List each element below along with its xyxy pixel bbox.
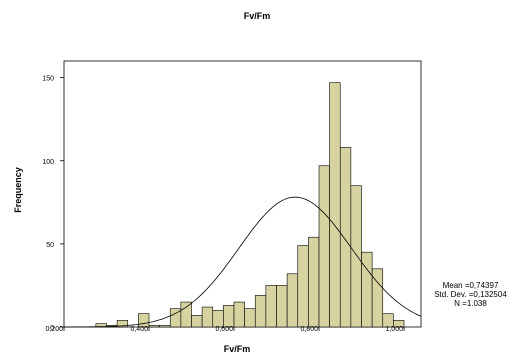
plot-area: 0 50 100 150 0,200 0,400 0,600 0,800 1,000	[42, 60, 422, 333]
histogram-bar	[244, 308, 256, 328]
x-axis-label: Fv/Fm	[224, 344, 251, 354]
chart-title: Fv/Fm	[244, 11, 271, 21]
histogram-bar	[297, 245, 309, 328]
histogram-bar	[361, 251, 373, 328]
normal-curve	[64, 196, 422, 328]
mean-stat: Mean =0,74397	[442, 281, 499, 290]
histogram-bar	[382, 313, 394, 328]
histogram-bar	[276, 285, 288, 328]
histogram-bar	[254, 295, 267, 328]
stats-box: Mean =0,74397 Std. Dev. =0,132504 N =1.0…	[428, 281, 513, 308]
y-tick-label: 50	[46, 242, 54, 249]
histogram-bar	[233, 301, 245, 328]
histogram-bar	[201, 306, 214, 328]
y-tick-label: 100	[42, 159, 54, 166]
sd-stat: Std. Dev. =0,132504	[434, 290, 507, 299]
histogram-bar	[148, 325, 160, 328]
histogram-bar	[393, 320, 405, 328]
x-tick-label: 1,000	[385, 326, 403, 333]
y-tick-label: 0	[50, 325, 54, 332]
histogram-bar	[159, 325, 171, 328]
x-tick-label: 0,600	[215, 326, 233, 333]
histogram-bar	[138, 313, 150, 328]
histogram-bar	[318, 165, 330, 328]
histogram-bar	[223, 305, 235, 328]
histogram-bar	[329, 82, 341, 328]
y-tick-label: 150	[42, 76, 54, 83]
y-axis-label: Frequency	[13, 167, 23, 213]
histogram-bar	[180, 301, 192, 328]
histogram-bar	[350, 185, 362, 328]
histogram-bar	[286, 273, 299, 328]
histogram-bar	[371, 268, 384, 328]
x-tick-label: 0,200	[45, 326, 63, 333]
histogram-bar	[116, 320, 129, 328]
histogram-bar	[212, 310, 224, 328]
x-tick-label: 0,400	[130, 326, 148, 333]
histogram-bar	[265, 285, 277, 328]
histogram-bar	[339, 147, 352, 328]
histogram-bar	[191, 315, 203, 328]
x-tick-label: 0,800	[300, 326, 318, 333]
n-stat: N =1.038	[454, 299, 487, 308]
histogram-bar	[308, 236, 320, 328]
